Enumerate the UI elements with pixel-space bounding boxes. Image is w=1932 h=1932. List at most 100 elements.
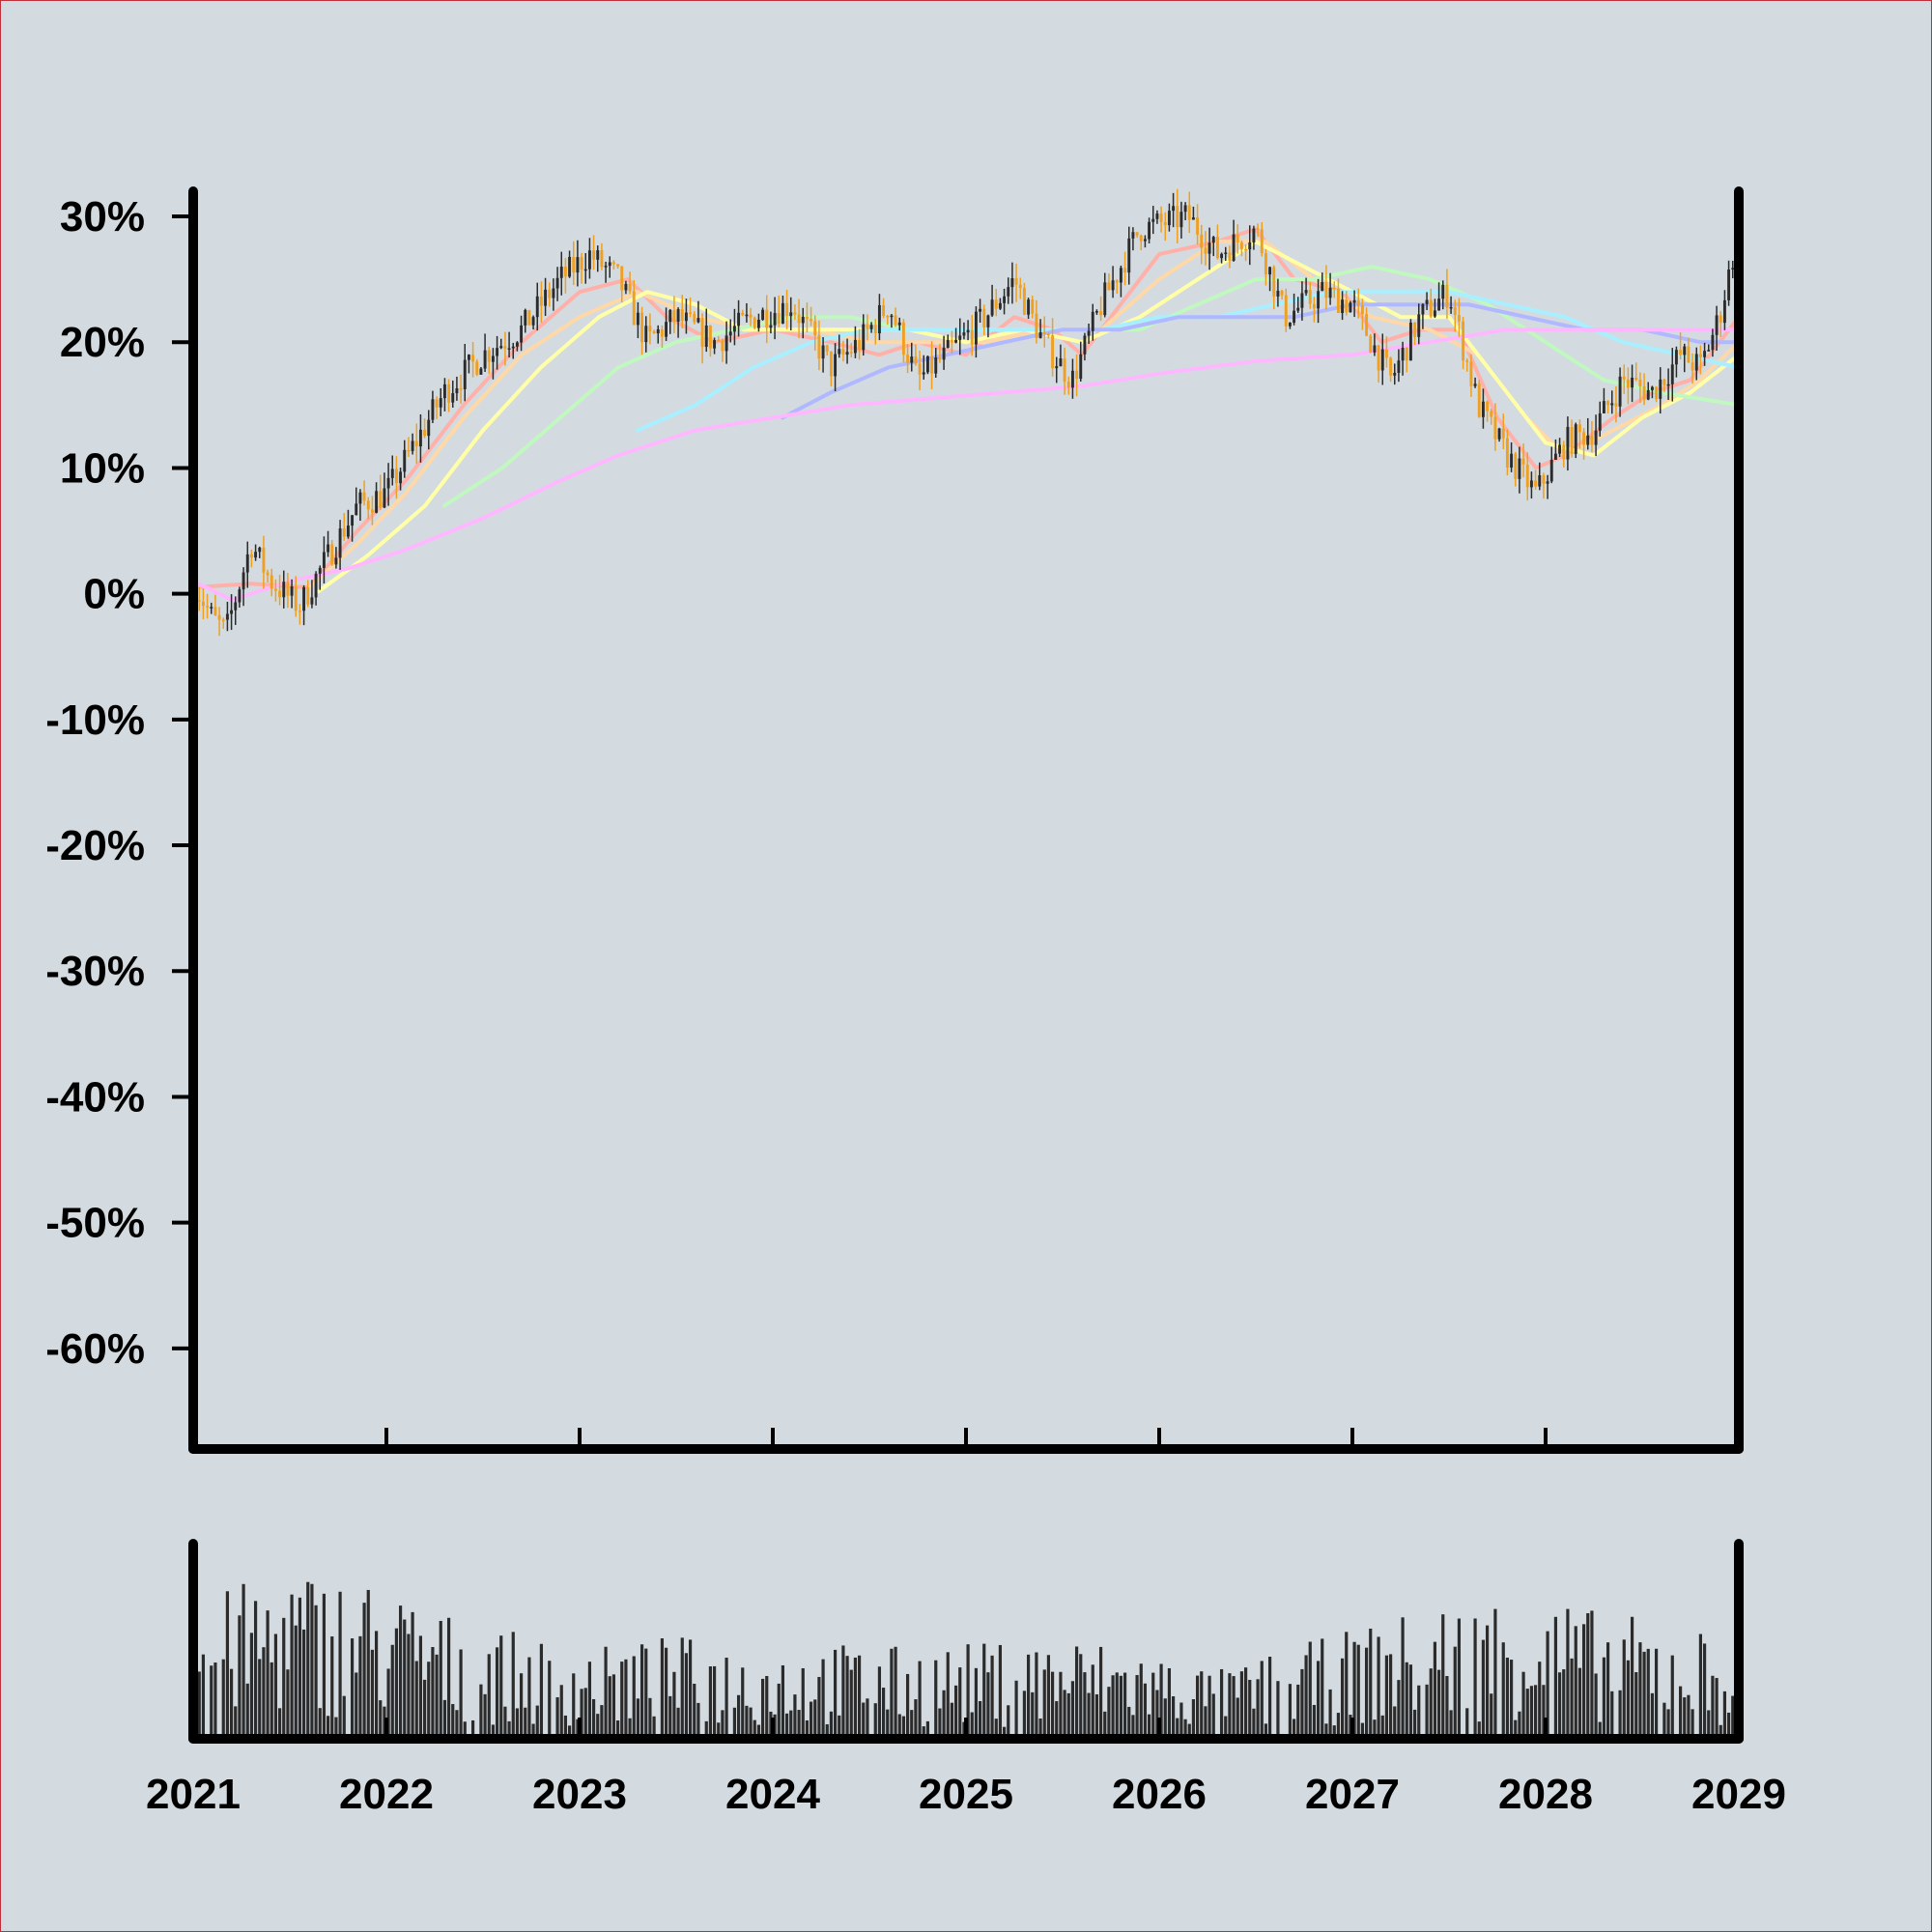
candle-body <box>479 368 483 375</box>
candle-body <box>1598 412 1602 431</box>
candle-body <box>724 335 728 352</box>
volume-bar <box>660 1638 665 1739</box>
volume-bar <box>1316 1661 1321 1739</box>
candle-body <box>1123 268 1127 273</box>
volume-bar <box>894 1646 897 1739</box>
volume-bar <box>797 1710 801 1739</box>
candle-body <box>1602 401 1605 413</box>
candle-body <box>1694 354 1698 371</box>
volume-bar <box>1429 1668 1433 1739</box>
volume-bar <box>1050 1671 1055 1739</box>
candle-body <box>1683 346 1687 355</box>
volume-bar <box>1562 1669 1566 1739</box>
candle-body <box>1469 361 1473 386</box>
candle-body <box>721 340 724 352</box>
candle-body <box>1586 435 1590 445</box>
volume-bar <box>1256 1679 1260 1739</box>
candle-body <box>511 346 515 349</box>
volume-bar <box>942 1690 946 1739</box>
candle-body <box>1703 351 1707 357</box>
candle-body <box>1151 218 1155 222</box>
volume-bar <box>1654 1648 1659 1739</box>
volume-bar <box>273 1634 278 1739</box>
volume-bar <box>435 1654 439 1739</box>
volume-bar <box>1698 1634 1703 1739</box>
volume-bar <box>491 1724 496 1739</box>
volume-bar <box>829 1711 834 1739</box>
candle-body <box>689 312 693 315</box>
x-tick-label: 2028 <box>1498 1771 1593 1818</box>
volume-bar <box>897 1714 901 1739</box>
candle-body <box>1268 267 1272 275</box>
volume-bar <box>1425 1684 1429 1739</box>
volume-bar <box>1324 1723 1328 1739</box>
volume-bar <box>1091 1664 1094 1739</box>
volume-bar <box>1179 1702 1183 1739</box>
volume-bar <box>326 1716 330 1739</box>
volume-bar <box>1401 1617 1405 1739</box>
volume-bar <box>519 1673 524 1739</box>
volume-bar <box>756 1724 761 1739</box>
candle-body <box>849 352 853 354</box>
candle-body <box>897 322 901 326</box>
volume-bar <box>1501 1642 1505 1739</box>
volume-bar <box>1115 1672 1119 1739</box>
volume-bar <box>784 1713 789 1739</box>
volume-bar <box>1529 1686 1534 1739</box>
candle-body <box>684 312 688 322</box>
volume-bar <box>531 1723 535 1739</box>
candle-body <box>1577 424 1581 433</box>
candle-body <box>499 346 503 349</box>
candle-body <box>1638 379 1642 386</box>
candle-body <box>813 321 817 336</box>
volume-bar <box>1224 1716 1228 1739</box>
candle-body <box>1490 411 1493 417</box>
volume-bar <box>1610 1690 1614 1739</box>
volume-bar <box>411 1611 414 1739</box>
volume-bar <box>777 1683 781 1739</box>
candle-body <box>238 589 242 603</box>
volume-bar <box>1228 1673 1232 1739</box>
candle-body <box>910 356 914 363</box>
volume-bar <box>1349 1715 1352 1739</box>
volume-bar <box>922 1726 925 1739</box>
candle-body <box>838 349 841 355</box>
candle-body <box>1191 217 1195 220</box>
volume-bar <box>270 1662 273 1739</box>
volume-bar <box>721 1710 724 1739</box>
candle-body <box>656 328 660 334</box>
candle-body <box>298 611 301 612</box>
candle-body <box>1731 268 1735 270</box>
volume-bar <box>838 1715 841 1739</box>
volume-bar <box>1590 1610 1594 1739</box>
volume-bar <box>495 1647 499 1739</box>
candle-body <box>1010 278 1014 288</box>
candle-body <box>1445 284 1449 308</box>
candle-body <box>801 316 805 324</box>
candle-body <box>592 250 596 260</box>
candle-body <box>1135 232 1139 236</box>
volume-bar <box>724 1658 728 1739</box>
candle-body <box>732 326 736 332</box>
candle-body <box>1679 350 1683 355</box>
candle-body <box>1272 267 1276 297</box>
volume-bar <box>652 1716 656 1739</box>
candle-body <box>262 547 266 573</box>
candle-body <box>765 309 769 328</box>
candle-body <box>1698 354 1702 357</box>
candle-body <box>1215 237 1219 259</box>
candle-body <box>1055 366 1059 369</box>
candle-body <box>858 339 862 351</box>
volume-bar <box>1662 1702 1666 1739</box>
volume-bar <box>1477 1721 1481 1739</box>
volume-bar <box>1300 1668 1304 1739</box>
volume-bar <box>350 1638 355 1739</box>
candle-body <box>1031 299 1035 314</box>
volume-bar <box>225 1591 230 1739</box>
candle-body <box>1066 382 1070 388</box>
candle-body <box>962 332 966 336</box>
volume-bar <box>1602 1657 1606 1739</box>
volume-bar <box>849 1669 853 1739</box>
candle-body <box>994 299 998 309</box>
candle-body <box>990 299 994 316</box>
